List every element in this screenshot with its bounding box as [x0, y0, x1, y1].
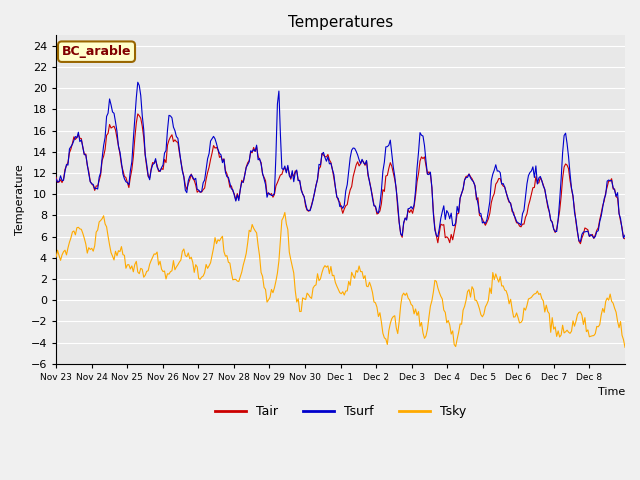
Y-axis label: Temperature: Temperature	[15, 164, 25, 235]
Text: BC_arable: BC_arable	[62, 45, 131, 58]
Legend: Tair, Tsurf, Tsky: Tair, Tsurf, Tsky	[210, 400, 471, 423]
X-axis label: Time: Time	[598, 387, 625, 397]
Title: Temperatures: Temperatures	[288, 15, 393, 30]
